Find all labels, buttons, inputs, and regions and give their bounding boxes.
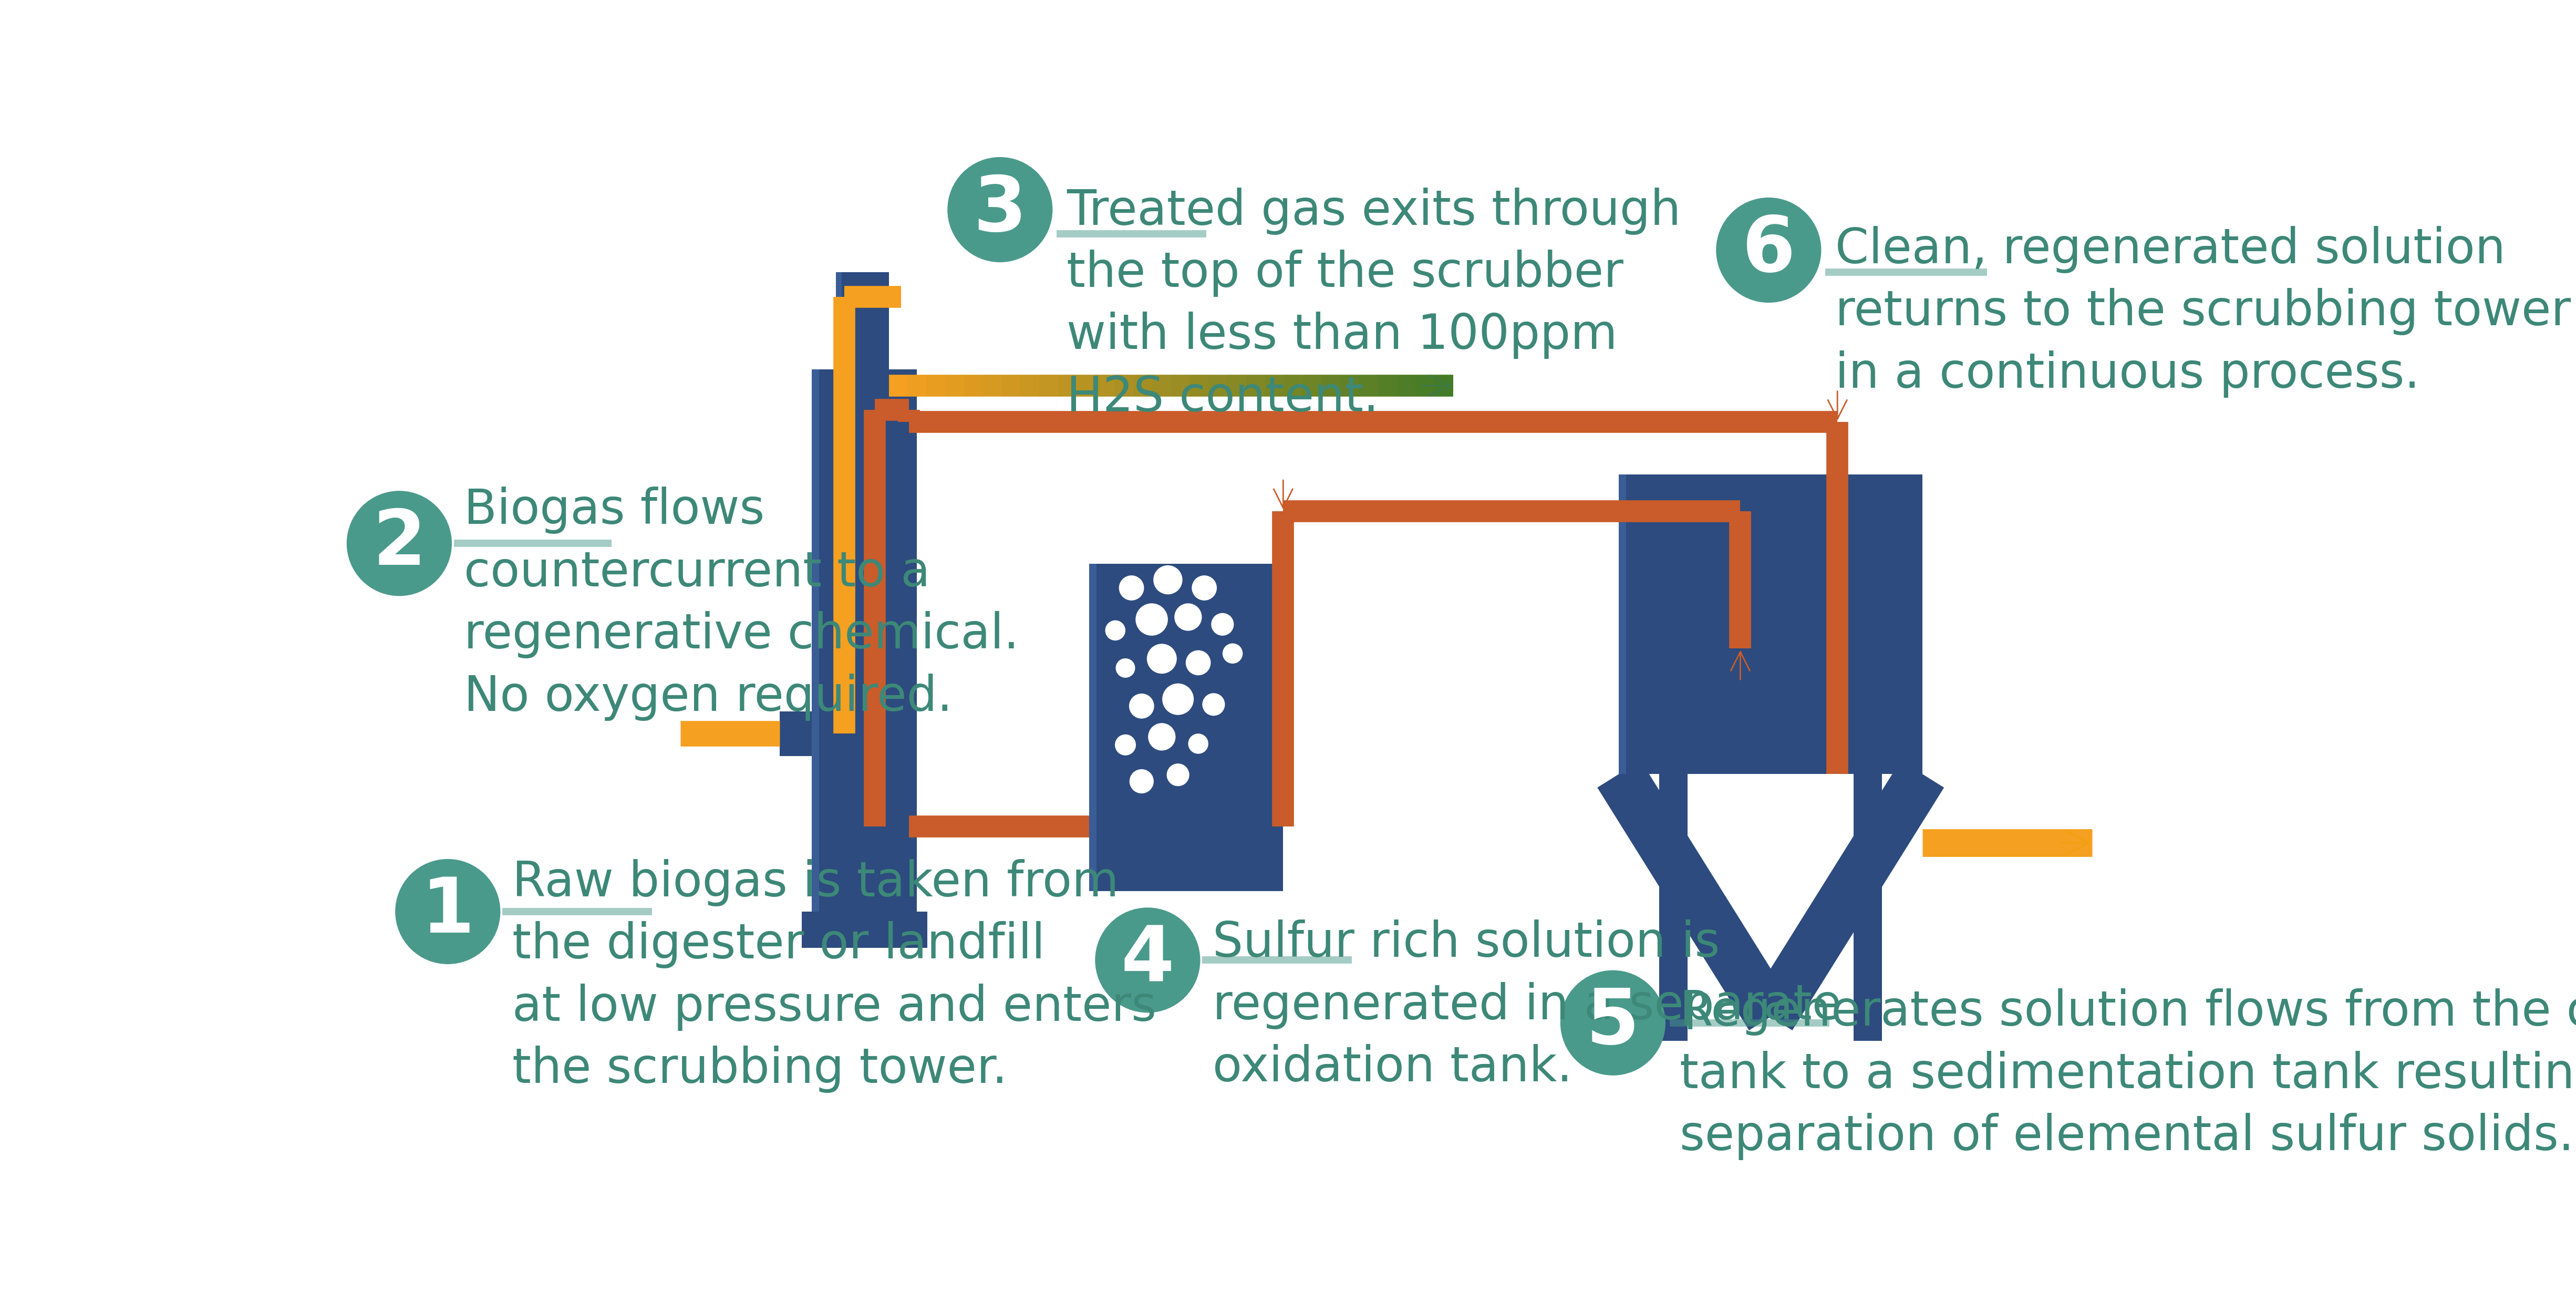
Text: 5: 5 [1587, 986, 1638, 1059]
Bar [1618, 474, 1922, 774]
Circle shape [1188, 734, 1208, 753]
Text: Regenerates solution flows from the oxidation
tank to a sedimentation tank resul: Regenerates solution flows from the oxid… [1680, 988, 2576, 1160]
Bar [1618, 474, 1625, 774]
Circle shape [1095, 907, 1200, 1013]
Bar [1659, 774, 1687, 1041]
Text: 1: 1 [420, 875, 474, 948]
Circle shape [1716, 198, 1821, 302]
Circle shape [1203, 693, 1226, 716]
Circle shape [1115, 659, 1136, 678]
Circle shape [1154, 566, 1182, 594]
Text: Raw biogas is taken from
the digester or landfill
at low pressure and enters
the: Raw biogas is taken from the digester or… [513, 859, 1157, 1093]
Bar [801, 912, 927, 948]
Circle shape [1224, 643, 1242, 664]
Bar [837, 273, 842, 370]
Text: 3: 3 [974, 173, 1028, 247]
Bar [811, 370, 819, 912]
Bar [837, 273, 889, 370]
Text: Biogas flows
countercurrent to a
regenerative chemical.
No oxygen required.: Biogas flows countercurrent to a regener… [464, 487, 1020, 721]
Text: 4: 4 [1121, 922, 1175, 997]
Text: Sulfur rich solution is
regenerated in a separate
oxidation tank.: Sulfur rich solution is regenerated in a… [1213, 920, 1842, 1092]
Circle shape [1185, 650, 1211, 676]
Text: 2: 2 [374, 506, 425, 580]
Circle shape [1561, 970, 1667, 1075]
Text: 6: 6 [1741, 213, 1795, 287]
Circle shape [1105, 620, 1126, 641]
Circle shape [1211, 612, 1234, 636]
Circle shape [1193, 575, 1216, 601]
Circle shape [1115, 734, 1136, 756]
Circle shape [1175, 603, 1203, 630]
Circle shape [1128, 694, 1154, 718]
Bar [781, 712, 817, 756]
Circle shape [394, 859, 500, 964]
Bar [1090, 563, 1283, 891]
Circle shape [1118, 575, 1144, 601]
Bar [811, 370, 917, 912]
Text: Clean, regenerated solution
returns to the scrubbing tower
in a continuous proce: Clean, regenerated solution returns to t… [1834, 226, 2571, 398]
Circle shape [1136, 603, 1167, 636]
Circle shape [948, 158, 1054, 262]
Circle shape [1146, 643, 1177, 673]
Circle shape [1149, 724, 1175, 751]
Circle shape [1128, 769, 1154, 793]
Text: Treated gas exits through
the top of the scrubber
with less than 100ppm
H2S cont: Treated gas exits through the top of the… [1066, 187, 1682, 421]
Circle shape [1167, 764, 1190, 786]
Bar [1855, 774, 1883, 1041]
Bar [1090, 563, 1097, 891]
Circle shape [348, 491, 451, 596]
Circle shape [1162, 683, 1193, 714]
